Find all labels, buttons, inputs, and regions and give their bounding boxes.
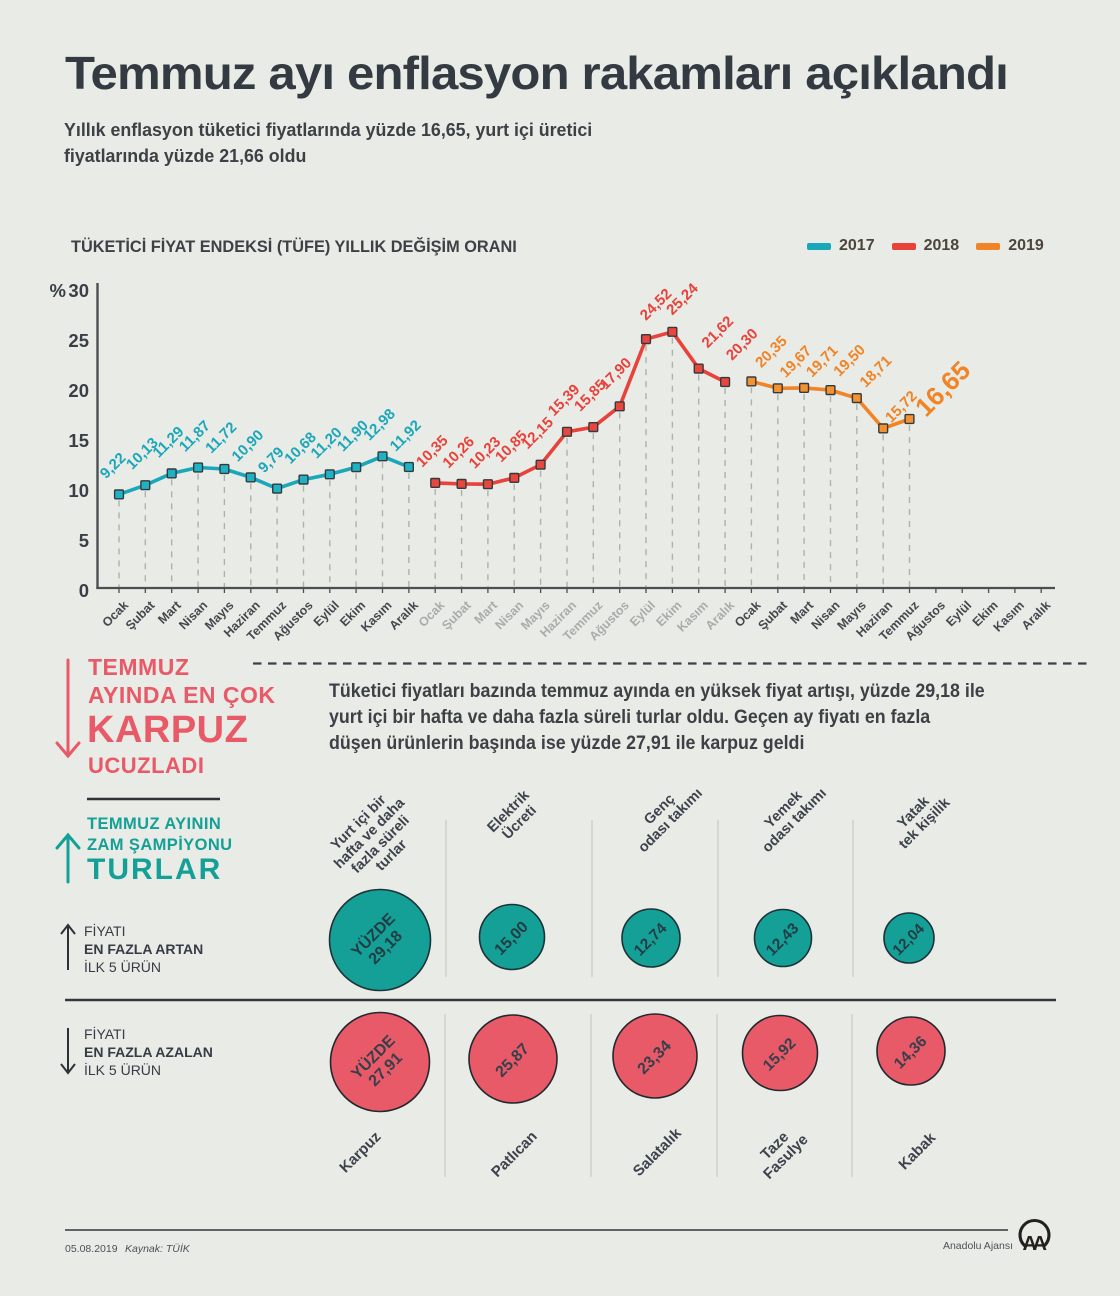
svg-text:5: 5: [79, 530, 89, 551]
svg-text:%: %: [50, 280, 66, 301]
svg-text:Şubat: Şubat: [439, 598, 474, 633]
svg-text:Aralık: Aralık: [387, 598, 421, 632]
svg-text:Karpuz: Karpuz: [336, 1128, 384, 1176]
svg-text:Kabak: Kabak: [895, 1129, 939, 1173]
svg-text:17,90: 17,90: [597, 355, 636, 394]
svg-text:25: 25: [68, 330, 89, 351]
svg-text:9,79: 9,79: [255, 444, 288, 477]
svg-text:Eylül: Eylül: [311, 598, 342, 629]
svg-text:10: 10: [68, 480, 89, 501]
svg-text:15: 15: [68, 430, 89, 451]
svg-text:Eylül: Eylül: [627, 598, 658, 629]
svg-text:Salatalık: Salatalık: [630, 1124, 686, 1180]
svg-text:Patlıcan: Patlıcan: [488, 1128, 541, 1181]
svg-text:30: 30: [68, 280, 89, 301]
svg-text:20: 20: [68, 380, 89, 401]
svg-text:Aralık: Aralık: [1019, 598, 1053, 632]
svg-text:16,65: 16,65: [909, 355, 976, 422]
svg-text:Aralık: Aralık: [703, 598, 737, 632]
svg-text:Şubat: Şubat: [755, 598, 790, 633]
svg-text:0: 0: [79, 580, 89, 601]
svg-text:Şubat: Şubat: [123, 598, 158, 633]
svg-text:Eylül: Eylül: [943, 598, 974, 629]
svg-text:9,22: 9,22: [97, 450, 130, 483]
svg-text:AA: AA: [1023, 1233, 1047, 1255]
